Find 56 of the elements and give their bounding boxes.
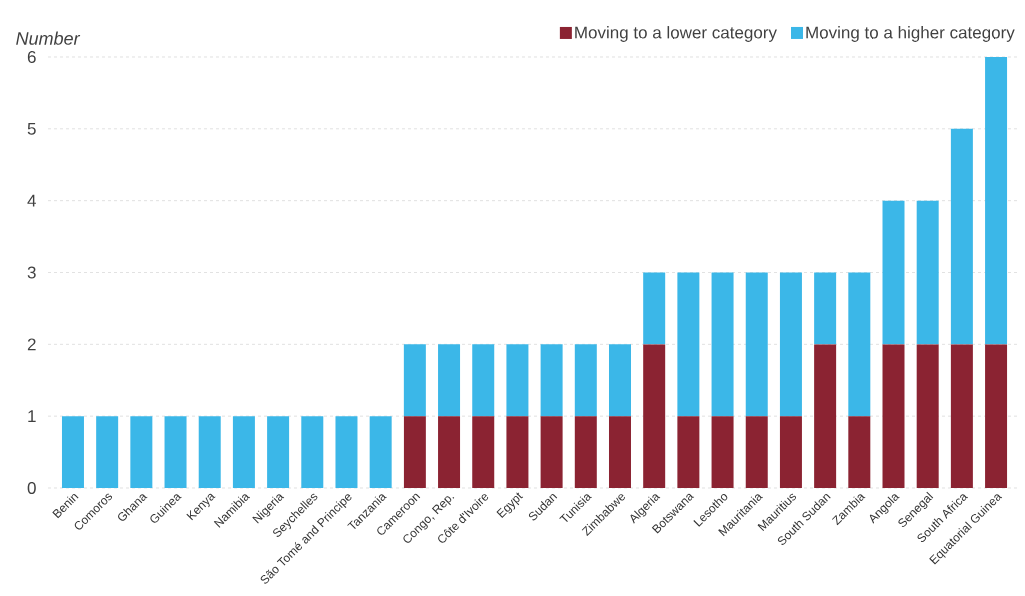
y-tick-label: 5 [27, 122, 36, 135]
bar [198, 416, 221, 488]
legend-label: Moving to a higher category [806, 26, 1015, 42]
bar [677, 416, 700, 488]
bar [574, 344, 597, 417]
bar [677, 272, 700, 417]
bar [711, 416, 734, 488]
y-tick-label: 6 [27, 50, 36, 64]
bar [745, 416, 768, 488]
bar [403, 344, 426, 417]
bar [950, 344, 973, 488]
bar [643, 344, 666, 488]
bar [96, 416, 119, 488]
bar [540, 416, 563, 488]
y-tick-label: 3 [27, 266, 36, 279]
bar [608, 344, 631, 417]
bar [916, 200, 939, 345]
bar [916, 344, 939, 488]
bar [882, 200, 905, 345]
bar [335, 416, 358, 488]
bar [164, 416, 187, 488]
bar [711, 272, 734, 417]
bar [369, 416, 392, 488]
bar [232, 416, 255, 488]
bar [506, 416, 529, 488]
bar [779, 416, 802, 488]
bar [814, 272, 837, 345]
bar [745, 272, 768, 417]
bar [130, 416, 153, 488]
y-tick-label: 4 [27, 194, 36, 207]
bar [608, 416, 631, 488]
bar [438, 416, 461, 488]
bar [301, 416, 324, 488]
legend-label: Moving to a lower category [575, 26, 777, 42]
bar [506, 344, 529, 417]
y-tick-label: 2 [27, 338, 36, 351]
bar [779, 272, 802, 417]
bar [472, 416, 495, 488]
bar [61, 416, 84, 488]
bar [985, 344, 1008, 488]
bar [438, 344, 461, 417]
bar [574, 416, 597, 488]
y-tick-label: 0 [27, 481, 36, 495]
bar [472, 344, 495, 417]
bar [985, 57, 1008, 345]
y-tick-label: 1 [28, 410, 36, 422]
y-axis-title: Number [16, 31, 81, 45]
bar [814, 344, 837, 488]
bar [950, 128, 973, 345]
bar [848, 416, 871, 488]
bar [882, 344, 905, 488]
bar [643, 272, 666, 345]
bar [848, 272, 871, 417]
bar [267, 416, 290, 488]
bar [540, 344, 563, 417]
bar [403, 416, 426, 488]
